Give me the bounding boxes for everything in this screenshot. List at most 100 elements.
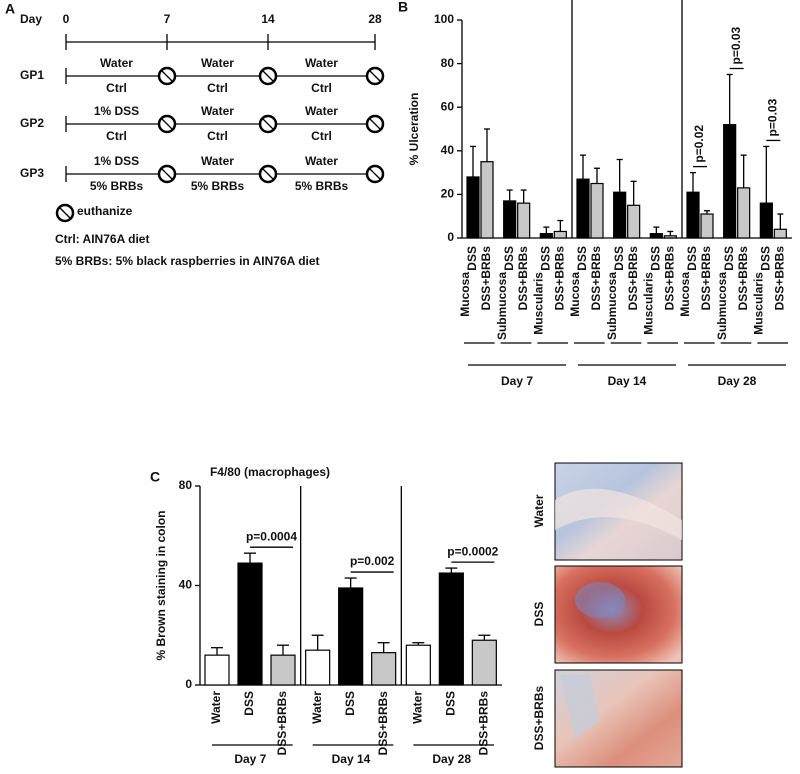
bar-label: DSS+BRBs [699,246,713,311]
bar [663,235,677,239]
y-tick-label: 80 [179,478,193,492]
group-label: Day 28 [432,752,471,766]
euthanize-slash [369,70,381,82]
bar [773,228,787,239]
group-label: Day 14 [332,752,371,766]
day-label: Day [20,12,42,26]
bar-label: DSS+BRBs [663,246,677,311]
p-value: p=0.002 [350,554,395,568]
category-label: Muscularis [532,272,546,335]
diet-label: 5% BRBs [191,179,245,193]
diet-label: 5% BRBs [295,179,349,193]
image-texture [575,582,625,618]
bar [723,124,737,239]
group-label: GP3 [20,166,44,180]
euthanize-slash [369,168,381,180]
bar [237,562,263,686]
diet-label: Ctrl [106,129,127,143]
bar-label: Water [310,691,324,724]
euthanize-slash [262,168,274,180]
y-axis-title: % Ulceration [407,93,421,166]
bar [613,191,627,239]
bar [371,652,397,686]
y-tick-label: 40 [441,143,455,157]
treatment-label: Water [201,56,234,70]
group-label: Day 14 [608,374,647,388]
bar-label: Water [209,691,223,724]
panel-label: B [398,0,408,15]
p-value: p=0.0002 [447,544,498,558]
euthanize-slash [161,118,173,130]
bar-label: DSS+BRBs [275,691,289,756]
micrographs [554,462,683,768]
diet-label: Ctrl [207,129,228,143]
bar [700,213,714,239]
image-dss [554,565,683,664]
bar-label: DSS+BRBs [479,246,493,311]
diet-label: Ctrl [311,129,332,143]
bar-label: DSS [539,246,553,271]
bar-label: DSS [685,246,699,271]
euthanize-slash [161,168,173,180]
note: Ctrl: AIN76A diet [55,232,149,246]
bar-label: DSS [242,691,256,716]
euthanize-slash [59,207,71,219]
bar-label: DSS+BRBs [516,246,530,311]
bar [305,649,331,686]
bar [627,204,641,239]
day-tick-label: 14 [261,12,275,26]
bar-label: DSS+BRBs [477,691,491,756]
day-tick-label: 7 [164,12,171,26]
bar-label: DSS [343,691,357,716]
bar [576,178,590,239]
bar [759,202,773,239]
panel-label: A [5,1,15,17]
euthanize-slash [262,70,274,82]
category-label: Submucosa [715,272,729,340]
note: 5% BRBs: 5% black raspberries in AIN76A … [55,254,320,268]
bar [204,654,230,686]
bar [471,639,497,686]
bar-label: DSS [722,246,736,271]
day-tick-label: 0 [63,12,70,26]
p-value: p=0.03 [729,26,743,64]
p-value: p=0.0004 [246,529,297,543]
symbol-label: euthanize [77,204,133,218]
bar [466,176,480,239]
y-tick-label: 60 [441,99,455,113]
category-label: Submucosa [495,272,509,340]
bar [686,191,700,239]
treatment-label: 1% DSS [94,104,139,118]
euthanize-slash [262,118,274,130]
bar [338,587,364,686]
treatment-label: Water [100,56,133,70]
bar-label: DSS [465,246,479,271]
bar [553,230,567,239]
bar-label: Water [411,691,425,724]
diet-label: Ctrl [106,81,127,95]
y-tick-label: 0 [185,677,192,691]
p-value: p=0.02 [692,125,706,163]
panel-label: C [150,469,160,485]
y-axis-title: % Brown staining in colon [154,511,168,661]
bar-label: DSS [612,246,626,271]
bar-label: DSS+BRBs [736,246,750,311]
bar-label: DSS [649,246,663,271]
treatment-label: Water [305,56,338,70]
bar [649,233,663,239]
y-tick-label: 100 [434,12,454,26]
bar [438,572,464,686]
group-label: GP1 [20,68,44,82]
group-label: Day 7 [501,374,533,388]
category-label: Submucosa [605,272,619,340]
category-label: Mucosa [458,272,472,317]
bar [270,654,296,686]
treatment-label: Water [201,104,234,118]
y-tick-label: 80 [441,56,455,70]
p-value: p=0.03 [766,98,780,136]
diet-label: Ctrl [311,81,332,95]
bar-label: DSS [575,246,589,271]
category-label: Mucosa [568,272,582,317]
bar-label: DSS [444,691,458,716]
